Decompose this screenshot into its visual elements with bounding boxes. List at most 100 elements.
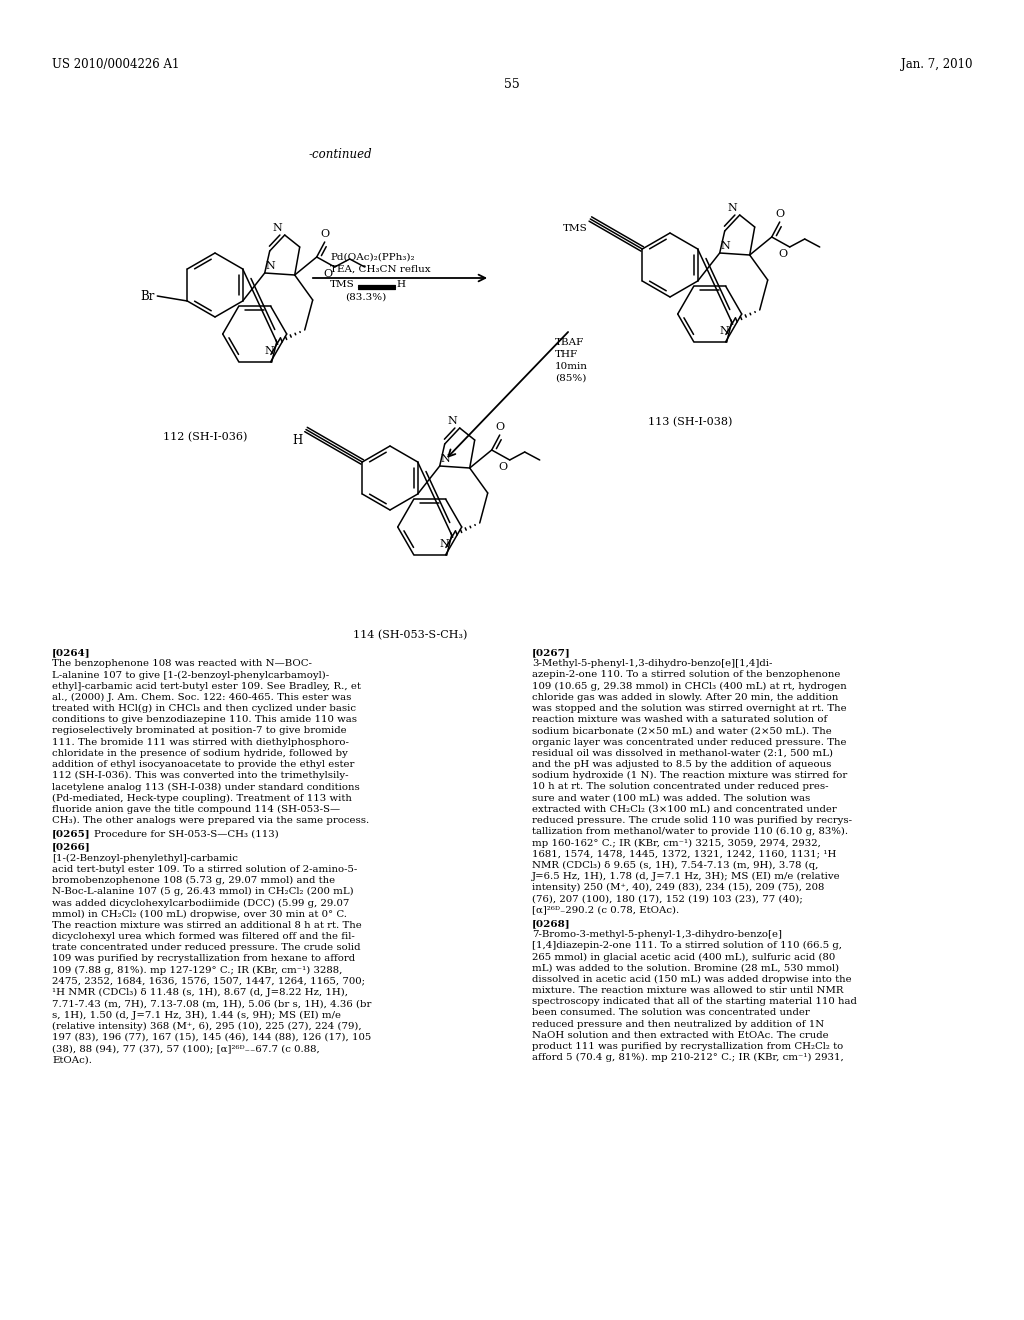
Text: N: N — [265, 261, 275, 271]
Text: US 2010/0004226 A1: US 2010/0004226 A1 — [52, 58, 179, 71]
Text: 1681, 1574, 1478, 1445, 1372, 1321, 1242, 1160, 1131; ¹H: 1681, 1574, 1478, 1445, 1372, 1321, 1242… — [532, 850, 837, 858]
Text: ethyl]-carbamic acid tert-butyl ester 109. See Bradley, R., et: ethyl]-carbamic acid tert-butyl ester 10… — [52, 681, 360, 690]
Text: bromobenzophenone 108 (5.73 g, 29.07 mmol) and the: bromobenzophenone 108 (5.73 g, 29.07 mmo… — [52, 876, 335, 886]
Text: O: O — [778, 249, 787, 259]
Text: O: O — [324, 269, 333, 279]
Text: was stopped and the solution was stirred overnight at rt. The: was stopped and the solution was stirred… — [532, 704, 847, 713]
Text: azepin-2-one 110. To a stirred solution of the benzophenone: azepin-2-one 110. To a stirred solution … — [532, 671, 841, 680]
Text: The reaction mixture was stirred an additional 8 h at rt. The: The reaction mixture was stirred an addi… — [52, 921, 361, 929]
Text: extracted with CH₂Cl₂ (3×100 mL) and concentrated under: extracted with CH₂Cl₂ (3×100 mL) and con… — [532, 805, 837, 814]
Text: [0266]: [0266] — [52, 842, 91, 851]
Text: N: N — [720, 326, 730, 337]
Text: (relative intensity) 368 (M⁺, 6), 295 (10), 225 (27), 224 (79),: (relative intensity) 368 (M⁺, 6), 295 (1… — [52, 1022, 361, 1031]
Text: N: N — [440, 454, 451, 465]
Text: N: N — [447, 416, 458, 426]
Text: NaOH solution and then extracted with EtOAc. The crude: NaOH solution and then extracted with Et… — [532, 1031, 828, 1040]
Text: 7.71-7.43 (m, 7H), 7.13-7.08 (m, 1H), 5.06 (br s, 1H), 4.36 (br: 7.71-7.43 (m, 7H), 7.13-7.08 (m, 1H), 5.… — [52, 999, 372, 1008]
Text: J=6.5 Hz, 1H), 1.78 (d, J=7.1 Hz, 3H); MS (EI) m/e (relative: J=6.5 Hz, 1H), 1.78 (d, J=7.1 Hz, 3H); M… — [532, 873, 841, 882]
Text: O: O — [321, 228, 330, 239]
Text: TEA, CH₃CN reflux: TEA, CH₃CN reflux — [330, 265, 431, 275]
Text: regioselectively brominated at position-7 to give bromide: regioselectively brominated at position-… — [52, 726, 347, 735]
Text: [0267]: [0267] — [532, 648, 570, 657]
Text: conditions to give benzodiazepine 110. This amide 110 was: conditions to give benzodiazepine 110. T… — [52, 715, 357, 725]
Text: tallization from methanol/water to provide 110 (6.10 g, 83%).: tallization from methanol/water to provi… — [532, 828, 848, 837]
Text: product 111 was purified by recrystallization from CH₂Cl₂ to: product 111 was purified by recrystalliz… — [532, 1041, 843, 1051]
Text: 265 mmol) in glacial acetic acid (400 mL), sulfuric acid (80: 265 mmol) in glacial acetic acid (400 mL… — [532, 953, 836, 961]
Text: [0264]: [0264] — [52, 648, 91, 657]
Text: N: N — [728, 203, 737, 213]
Text: ¹H NMR (CDCl₃) δ 11.48 (s, 1H), 8.67 (d, J=8.22 Hz, 1H),: ¹H NMR (CDCl₃) δ 11.48 (s, 1H), 8.67 (d,… — [52, 987, 348, 997]
Text: was added dicyclohexylcarbodiimide (DCC) (5.99 g, 29.07: was added dicyclohexylcarbodiimide (DCC)… — [52, 899, 349, 908]
Text: H: H — [293, 434, 303, 447]
Text: been consumed. The solution was concentrated under: been consumed. The solution was concentr… — [532, 1008, 810, 1018]
Text: NMR (CDCl₃) δ 9.65 (s, 1H), 7.54-7.13 (m, 9H), 3.78 (q,: NMR (CDCl₃) δ 9.65 (s, 1H), 7.54-7.13 (m… — [532, 861, 818, 870]
Text: addition of ethyl isocyanoacetate to provide the ethyl ester: addition of ethyl isocyanoacetate to pro… — [52, 760, 354, 770]
Text: 10 h at rt. The solution concentrated under reduced pres-: 10 h at rt. The solution concentrated un… — [532, 783, 828, 792]
Text: 114 (SH-053-S-CH₃): 114 (SH-053-S-CH₃) — [353, 630, 467, 640]
Text: afford 5 (70.4 g, 81%). mp 210-212° C.; IR (KBr, cm⁻¹) 2931,: afford 5 (70.4 g, 81%). mp 210-212° C.; … — [532, 1053, 844, 1063]
Text: spectroscopy indicated that all of the starting material 110 had: spectroscopy indicated that all of the s… — [532, 997, 857, 1006]
Text: 109 was purified by recrystallization from hexane to afford: 109 was purified by recrystallization fr… — [52, 954, 355, 964]
Text: 109 (10.65 g, 29.38 mmol) in CHCl₃ (400 mL) at rt, hydrogen: 109 (10.65 g, 29.38 mmol) in CHCl₃ (400 … — [532, 681, 847, 690]
Text: chloridate in the presence of sodium hydride, followed by: chloridate in the presence of sodium hyd… — [52, 748, 348, 758]
Text: L-alanine 107 to give [1-(2-benzoyl-phenylcarbamoyl)-: L-alanine 107 to give [1-(2-benzoyl-phen… — [52, 671, 329, 680]
Text: (85%): (85%) — [555, 374, 587, 383]
Text: reduced pressure. The crude solid 110 was purified by recrys-: reduced pressure. The crude solid 110 wa… — [532, 816, 852, 825]
Text: Pd(OAc)₂(PPh₃)₂: Pd(OAc)₂(PPh₃)₂ — [330, 253, 415, 261]
Text: reaction mixture was washed with a saturated solution of: reaction mixture was washed with a satur… — [532, 715, 827, 725]
Text: mmol) in CH₂Cl₂ (100 mL) dropwise, over 30 min at 0° C.: mmol) in CH₂Cl₂ (100 mL) dropwise, over … — [52, 909, 347, 919]
Text: Procedure for SH-053-S—CH₃ (113): Procedure for SH-053-S—CH₃ (113) — [94, 829, 279, 838]
Text: 112 (SH-I-036). This was converted into the trimethylsily-: 112 (SH-I-036). This was converted into … — [52, 771, 348, 780]
Text: and the pH was adjusted to 8.5 by the addition of aqueous: and the pH was adjusted to 8.5 by the ad… — [532, 760, 831, 770]
Text: N: N — [721, 242, 730, 251]
Text: EtOAc).: EtOAc). — [52, 1055, 92, 1064]
Text: TBAF: TBAF — [555, 338, 585, 347]
Text: fluoride anion gave the title compound 114 (SH-053-S—: fluoride anion gave the title compound 1… — [52, 805, 340, 814]
Text: [1,4]diazepin-2-one 111. To a stirred solution of 110 (66.5 g,: [1,4]diazepin-2-one 111. To a stirred so… — [532, 941, 842, 950]
Text: O: O — [496, 422, 504, 432]
Text: residual oil was dissolved in methanol-water (2:1, 500 mL): residual oil was dissolved in methanol-w… — [532, 748, 833, 758]
Text: 112 (SH-I-036): 112 (SH-I-036) — [163, 432, 247, 442]
Text: 10min: 10min — [555, 362, 588, 371]
Text: Br: Br — [140, 289, 155, 302]
Text: acid tert-butyl ester 109. To a stirred solution of 2-amino-5-: acid tert-butyl ester 109. To a stirred … — [52, 865, 357, 874]
Text: O: O — [499, 462, 508, 473]
Text: reduced pressure and then neutralized by addition of 1N: reduced pressure and then neutralized by… — [532, 1019, 824, 1028]
Text: (38), 88 (94), 77 (37), 57 (100); [α]²⁶ᴰ₋₋67.7 (c 0.88,: (38), 88 (94), 77 (37), 57 (100); [α]²⁶ᴰ… — [52, 1044, 319, 1053]
Text: organic layer was concentrated under reduced pressure. The: organic layer was concentrated under red… — [532, 738, 847, 747]
Text: chloride gas was added in slowly. After 20 min, the addition: chloride gas was added in slowly. After … — [532, 693, 839, 702]
Text: (76), 207 (100), 180 (17), 152 (19) 103 (23), 77 (40);: (76), 207 (100), 180 (17), 152 (19) 103 … — [532, 895, 803, 903]
Text: trate concentrated under reduced pressure. The crude solid: trate concentrated under reduced pressur… — [52, 944, 360, 952]
Text: 111. The bromide 111 was stirred with diethylphosphoro-: 111. The bromide 111 was stirred with di… — [52, 738, 349, 747]
Text: 2475, 2352, 1684, 1636, 1576, 1507, 1447, 1264, 1165, 700;: 2475, 2352, 1684, 1636, 1576, 1507, 1447… — [52, 977, 366, 986]
Text: (83.3%): (83.3%) — [345, 293, 386, 302]
Text: Jan. 7, 2010: Jan. 7, 2010 — [900, 58, 972, 71]
Text: al., (2000) J. Am. Chem. Soc. 122: 460-465. This ester was: al., (2000) J. Am. Chem. Soc. 122: 460-4… — [52, 693, 351, 702]
Text: THF: THF — [555, 350, 579, 359]
Text: (Pd-mediated, Heck-type coupling). Treatment of 113 with: (Pd-mediated, Heck-type coupling). Treat… — [52, 793, 352, 803]
Text: [0268]: [0268] — [532, 919, 570, 928]
Text: [1-(2-Benzoyl-phenylethyl]-carbamic: [1-(2-Benzoyl-phenylethyl]-carbamic — [52, 854, 238, 863]
Text: The benzophenone 108 was reacted with N—BOC-: The benzophenone 108 was reacted with N—… — [52, 659, 312, 668]
Text: H: H — [396, 280, 406, 289]
Text: N-Boc-L-alanine 107 (5 g, 26.43 mmol) in CH₂Cl₂ (200 mL): N-Boc-L-alanine 107 (5 g, 26.43 mmol) in… — [52, 887, 353, 896]
Text: s, 1H), 1.50 (d, J=7.1 Hz, 3H), 1.44 (s, 9H); MS (EI) m/e: s, 1H), 1.50 (d, J=7.1 Hz, 3H), 1.44 (s,… — [52, 1010, 341, 1019]
Text: treated with HCl(g) in CHCl₃ and then cyclized under basic: treated with HCl(g) in CHCl₃ and then cy… — [52, 704, 356, 713]
Text: intensity) 250 (M⁺, 40), 249 (83), 234 (15), 209 (75), 208: intensity) 250 (M⁺, 40), 249 (83), 234 (… — [532, 883, 824, 892]
Text: TMS: TMS — [562, 224, 588, 234]
Text: TMS: TMS — [330, 280, 354, 289]
Text: 197 (83), 196 (77), 167 (15), 145 (46), 144 (88), 126 (17), 105: 197 (83), 196 (77), 167 (15), 145 (46), … — [52, 1032, 372, 1041]
Text: dissolved in acetic acid (150 mL) was added dropwise into the: dissolved in acetic acid (150 mL) was ad… — [532, 974, 852, 983]
Text: mp 160-162° C.; IR (KBr, cm⁻¹) 3215, 3059, 2974, 2932,: mp 160-162° C.; IR (KBr, cm⁻¹) 3215, 305… — [532, 838, 821, 847]
Text: N: N — [265, 346, 274, 356]
Text: CH₃). The other analogs were prepared via the same process.: CH₃). The other analogs were prepared vi… — [52, 816, 370, 825]
Text: N: N — [440, 539, 450, 549]
Text: mL) was added to the solution. Bromine (28 mL, 530 mmol): mL) was added to the solution. Bromine (… — [532, 964, 839, 973]
Text: O: O — [775, 209, 784, 219]
Text: 7-Bromo-3-methyl-5-phenyl-1,3-dihydro-benzo[e]: 7-Bromo-3-methyl-5-phenyl-1,3-dihydro-be… — [532, 931, 782, 939]
Text: 55: 55 — [504, 78, 520, 91]
Text: dicyclohexyl urea which formed was filtered off and the fil-: dicyclohexyl urea which formed was filte… — [52, 932, 354, 941]
Text: lacetylene analog 113 (SH-I-038) under standard conditions: lacetylene analog 113 (SH-I-038) under s… — [52, 783, 359, 792]
Text: N: N — [273, 223, 283, 234]
Text: -continued: -continued — [308, 148, 372, 161]
